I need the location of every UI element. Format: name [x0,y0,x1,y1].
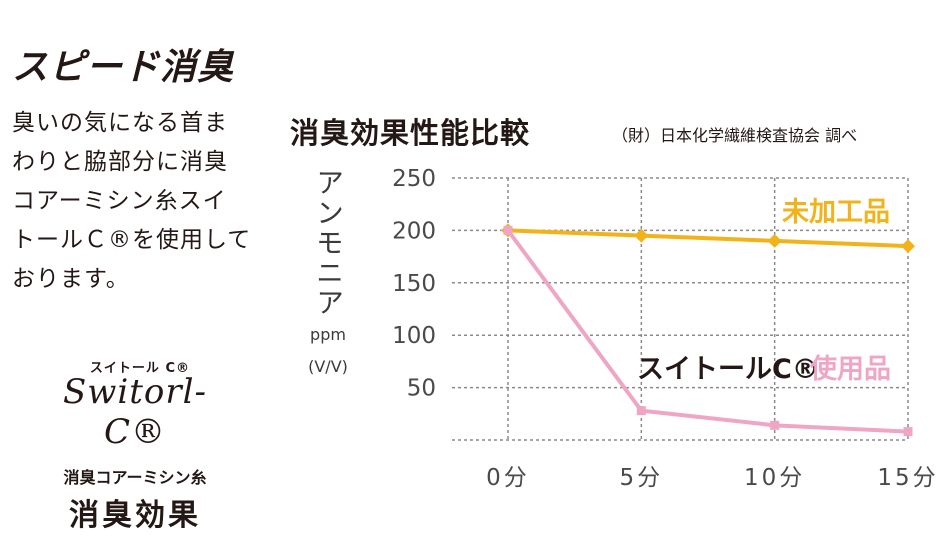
description-line: トールＣ®を使用して [12,227,252,253]
series-label-treated: 使用品 [809,354,891,385]
y-axis-unit: (V/V) [308,357,348,376]
description: 臭いの気になる首ま わりと脇部分に消臭 コアーミシン糸スイ トールＣ®を使用して… [12,104,262,299]
y-tick-label: 50 [407,376,436,402]
chart-title: 消臭効果性能比較 [290,116,531,150]
series-labels: 未加工品 スイトールC® 使用品 [637,197,891,385]
x-tick-label: 10分 [744,465,805,491]
y-tick-label: 200 [392,218,436,244]
data-point-diamond [767,233,782,248]
x-tick-label: 15分 [877,465,938,491]
series [501,223,915,437]
data-point-diamond [901,239,915,254]
y-axis-unit: ppm [310,325,346,344]
series-line-0 [507,228,909,249]
series-label-brand: スイトールC® [637,354,819,385]
logo-caption: 消臭コアーミシン糸 [63,468,207,487]
x-tick-label: 0分 [486,465,530,491]
data-point-square [636,406,646,416]
data-point-square [903,427,913,437]
data-point-diamond [634,228,649,243]
chart-source: （財）日本化学繊維検査協会 調べ [612,126,858,145]
product-logo: スイトール C® Switorl-C® 消臭コアーミシン糸 消臭効果 [50,357,220,534]
logo-big-text: 消臭効果 [69,498,201,533]
y-tick-label: 100 [392,323,436,349]
y-tick-label: 150 [392,271,436,297]
grid [452,177,909,441]
logo-script-text: Switorl-C® [62,372,208,452]
page-heading: スピード消臭 [12,47,235,88]
series-label-untreated: 未加工品 [782,197,890,228]
data-point-square [770,420,780,430]
logo-small-text: スイトール C® [89,361,190,376]
axis-ticks: 250 200 150 100 50 0分 5分 10分 15分 [392,166,938,491]
data-point-square [503,225,513,235]
series-line-1 [506,229,909,434]
description-line: 臭いの気になる首ま [12,110,228,136]
description-line: コアーミシン糸スイ [12,188,227,214]
description-line: おります。 [12,266,130,292]
description-line: わりと脇部分に消臭 [12,149,228,175]
y-axis-label: アンモニア [312,168,345,318]
y-axis-label-group: アンモニア ppm (V/V) [300,168,356,382]
x-tick-label: 5分 [620,465,664,491]
y-tick-label: 250 [392,166,436,192]
